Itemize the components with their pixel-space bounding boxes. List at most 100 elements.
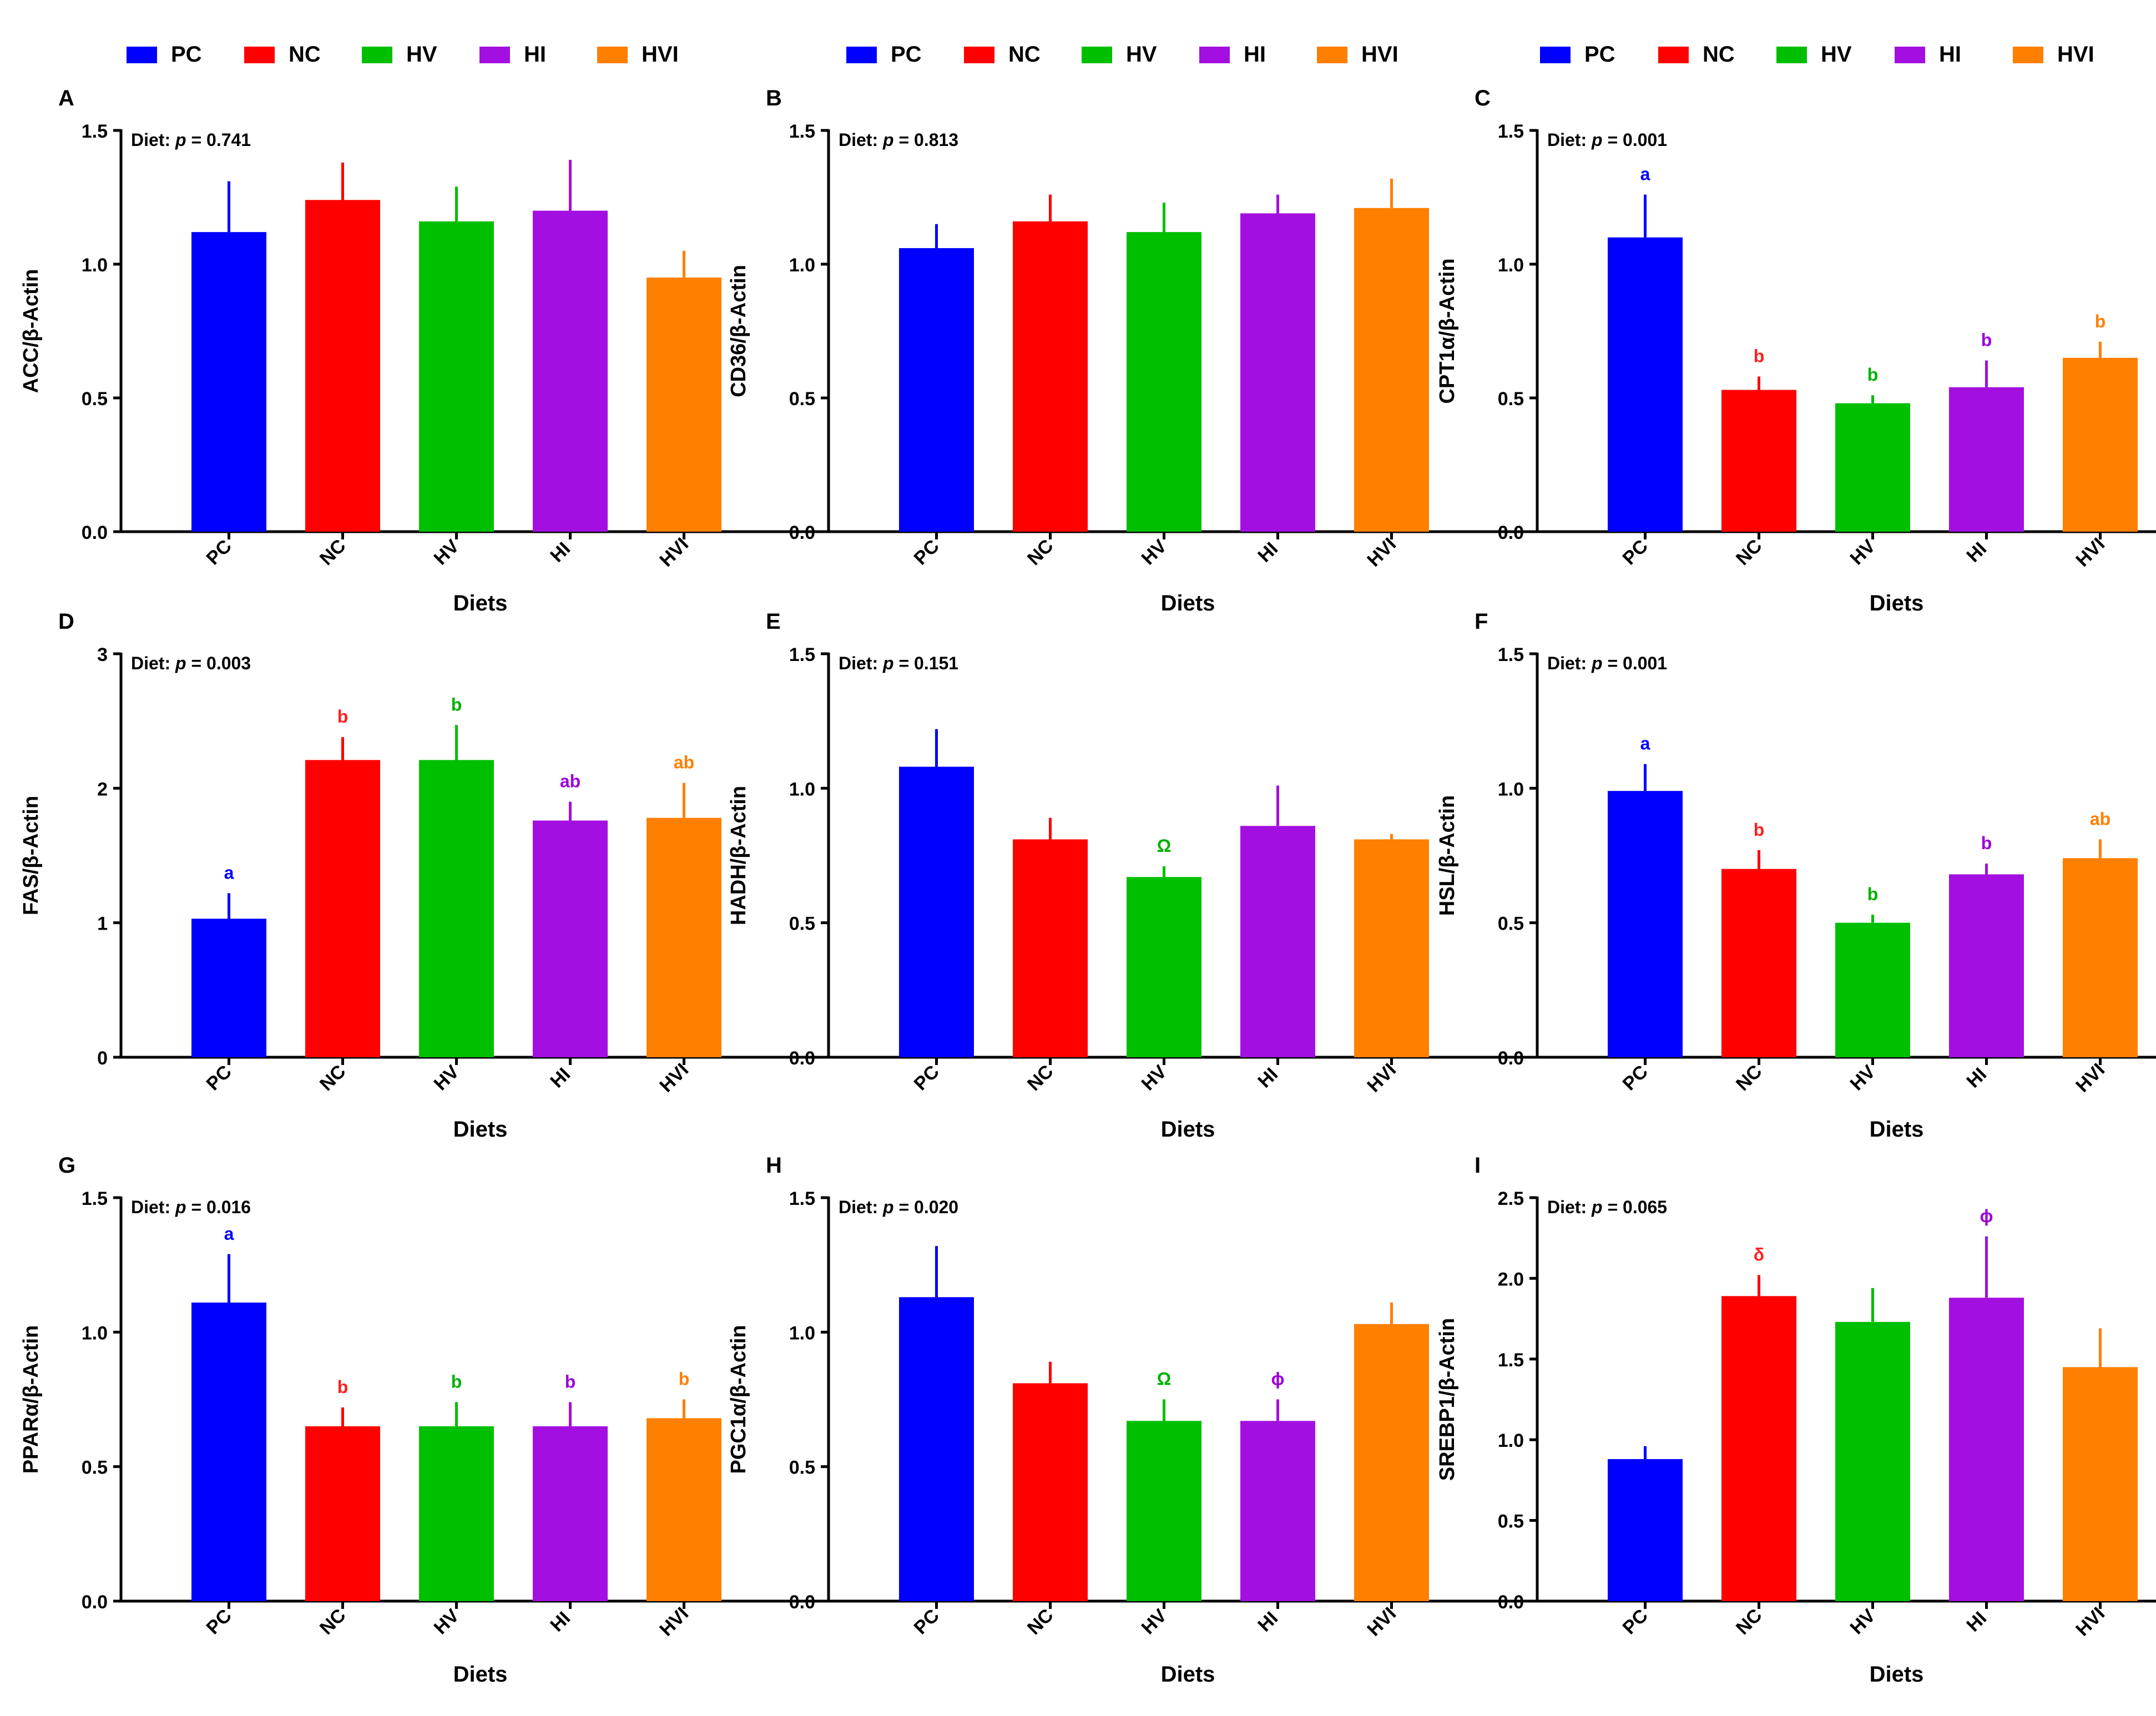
x-tick-label-nc: NC — [316, 535, 350, 569]
legend: PC NC HV HI HVI — [1540, 42, 2094, 67]
x-tick-label-hv: HV — [1846, 1061, 1880, 1094]
x-tick-label-nc: NC — [1732, 1604, 1766, 1639]
p-value-annotation: Diet: p = 0.001 — [1547, 653, 1667, 673]
bar-hi — [1949, 387, 2024, 532]
panel-label: I — [1475, 1153, 1481, 1178]
x-tick-label-hvi: HVI — [2072, 1059, 2109, 1097]
bar-hv — [419, 1426, 494, 1601]
bar-pc — [1608, 791, 1683, 1057]
y-axis-label: HSL/β-Actin — [1436, 795, 1459, 916]
panel-e: E 0.0 0.5 1.0 1.5 HADH/β-Actin Diet: p = 0.151… — [727, 609, 1569, 1142]
y-axis-label: FAS/β-Actin — [19, 796, 43, 915]
y-tick-label: 1.5 — [1498, 1350, 1524, 1371]
x-tick-label-hvi: HVI — [655, 1059, 693, 1097]
p-value-annotation: Diet: p = 0.151 — [839, 653, 958, 673]
bar-hvi — [647, 817, 721, 1057]
bar-hi — [1949, 874, 2024, 1057]
x-axis-label: Diets — [1161, 1117, 1215, 1142]
legend-swatch-hv — [362, 47, 392, 63]
x-tick-label-hv: HV — [1138, 1061, 1171, 1094]
y-tick-label: 0.0 — [1498, 522, 1524, 543]
panel-label: B — [766, 86, 782, 110]
significance-letter-hi: b — [1981, 330, 1992, 350]
bar-pc — [191, 1303, 266, 1601]
y-tick-label: 0.0 — [1498, 1048, 1524, 1069]
y-tick-label: 0.0 — [789, 1048, 815, 1069]
legend-label-pc: PC — [1584, 42, 1615, 67]
bar-pc — [899, 1297, 974, 1601]
bar-nc — [1013, 839, 1088, 1057]
legend-swatch-hi — [1895, 47, 1925, 63]
x-tick-label-nc: NC — [1023, 1061, 1058, 1095]
y-tick-label: 2 — [97, 779, 108, 800]
significance-letter-hvi: b — [679, 1369, 690, 1389]
bar-hvi — [2063, 357, 2138, 532]
x-tick-label-hi: HI — [546, 538, 574, 567]
y-tick-label: 1.5 — [1498, 644, 1524, 665]
legend-label-hi: HI — [1244, 42, 1266, 67]
panel-h: H 0.0 0.5 1.0 1.5 PGC1α/β-Actin Diet: p = 0.02… — [727, 1153, 1569, 1687]
bar-hvi — [647, 277, 721, 532]
y-tick-label: 0.5 — [82, 388, 108, 410]
y-tick-label: 1.0 — [82, 255, 108, 276]
y-tick-label: 0.5 — [1498, 1511, 1524, 1532]
y-tick-label: 1.0 — [1498, 1430, 1524, 1451]
significance-letter-pc: a — [1640, 734, 1650, 754]
y-tick-label: 1.0 — [789, 779, 815, 800]
bar-nc — [305, 200, 380, 532]
legend-swatch-pc — [127, 47, 157, 63]
x-tick-label-hi: HI — [1962, 1064, 1991, 1092]
x-tick-label-hi: HI — [1254, 1064, 1282, 1092]
bar-pc — [1608, 237, 1683, 532]
legend-label-hv: HV — [1126, 42, 1157, 67]
bar-hi — [1949, 1298, 2024, 1601]
bar-pc — [899, 766, 974, 1057]
p-value-annotation: Diet: p = 0.001 — [1547, 130, 1667, 150]
significance-letter-hvi: ab — [674, 753, 694, 773]
significance-letter-hi: ϕ — [1980, 1206, 1993, 1226]
significance-letter-pc: a — [224, 1224, 234, 1244]
bar-hi — [1240, 213, 1315, 532]
y-tick-label: 0.0 — [1498, 1592, 1524, 1613]
x-tick-label-hv: HV — [430, 1605, 463, 1638]
y-tick-label: 1.0 — [1498, 779, 1524, 800]
bar-hv — [1835, 922, 1910, 1057]
bar-hv — [1127, 877, 1201, 1057]
bar-hv — [1127, 1421, 1201, 1601]
y-tick-label: 0.5 — [789, 1457, 815, 1478]
legend-label-nc: NC — [1008, 42, 1041, 67]
legend-swatch-hv — [1082, 47, 1112, 63]
y-axis-label: CD36/β-Actin — [727, 265, 750, 397]
x-tick-label-hi: HI — [1254, 1608, 1282, 1636]
legend-label-hvi: HVI — [1361, 42, 1398, 67]
x-tick-label-nc: NC — [1023, 535, 1058, 569]
x-tick-label-hv: HV — [1138, 536, 1171, 569]
panel-label: F — [1475, 609, 1488, 634]
significance-letter-hv: b — [1867, 884, 1879, 904]
panel-label: C — [1475, 86, 1491, 110]
bar-pc — [191, 232, 266, 532]
legend-swatch-hi — [1199, 47, 1230, 63]
x-tick-label-pc: PC — [1619, 1605, 1652, 1638]
legend-label-nc: NC — [289, 42, 321, 67]
y-axis-label: CPT1α/β-Actin — [1436, 259, 1459, 404]
x-tick-label-pc: PC — [203, 1061, 236, 1094]
significance-letter-hv: b — [451, 694, 462, 714]
x-tick-label-nc: NC — [1732, 1061, 1766, 1095]
legend-swatch-hi — [479, 47, 510, 63]
bar-nc — [305, 1426, 380, 1601]
x-tick-label-pc: PC — [1619, 1061, 1652, 1094]
x-tick-label-pc: PC — [910, 1061, 943, 1094]
significance-letter-hi: b — [1981, 833, 1992, 853]
panel-label: E — [766, 609, 781, 634]
bar-hvi — [1354, 839, 1429, 1057]
x-tick-label-hvi: HVI — [1363, 534, 1400, 571]
significance-letter-hv: b — [451, 1371, 462, 1391]
x-tick-label-nc: NC — [1023, 1604, 1058, 1639]
x-tick-label-hv: HV — [1846, 1605, 1880, 1638]
legend-label-hi: HI — [524, 42, 546, 67]
bar-hv — [1835, 1321, 1910, 1601]
significance-letter-nc: b — [1754, 346, 1765, 366]
y-tick-label: 1.0 — [789, 1323, 815, 1344]
